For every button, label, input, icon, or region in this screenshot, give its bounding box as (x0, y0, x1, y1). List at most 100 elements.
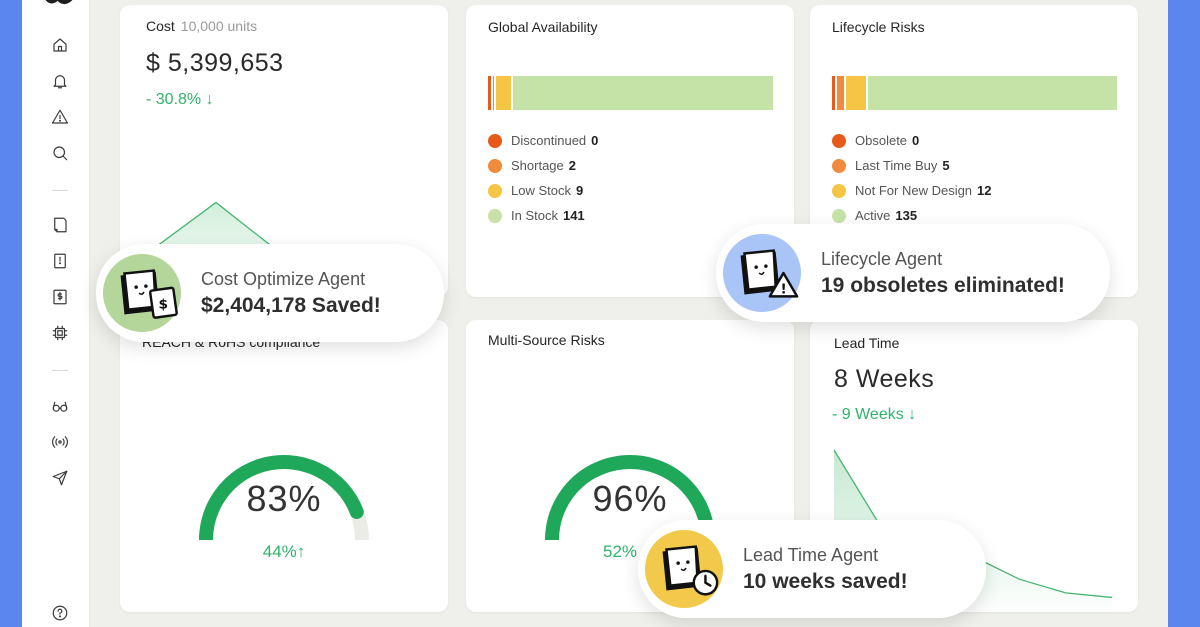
logo (45, 0, 73, 4)
lifecycle-bar-segment (867, 76, 1117, 110)
home-icon[interactable] (49, 34, 71, 56)
compliance-gauge-fill (199, 455, 364, 540)
global-legend-dot (488, 208, 502, 223)
lifecycle-agent-result: 19 obsoletes eliminated! (821, 273, 1065, 297)
sidebar (22, 0, 90, 627)
lifecycle-legend-item: Active 135 (832, 203, 992, 228)
leadtime-title: Lead Time (834, 335, 900, 351)
bell-icon[interactable] (49, 70, 71, 92)
multisource-title: Multi-Source Risks (488, 332, 605, 348)
robot-icon: $ (120, 269, 178, 319)
nav-divider (52, 190, 68, 191)
global-legend-label: Shortage (511, 158, 564, 173)
global-title: Global Availability (488, 19, 598, 35)
receipt-icon: $ (148, 286, 178, 319)
global-bar-segment (512, 76, 773, 110)
lifecycle-legend-item: Not For New Design 12 (832, 178, 992, 203)
lifecycle-legend-dot (832, 158, 846, 173)
global-bar-segment (496, 76, 513, 110)
global-legend-label: In Stock (511, 208, 558, 223)
cost-value: $ 5,399,653 (146, 49, 284, 77)
global-legend-count: 141 (562, 208, 585, 223)
svg-text:$: $ (159, 297, 169, 313)
lifecycle-legend-count: 12 (977, 183, 992, 198)
lifecycle-legend-count: 135 (895, 208, 918, 223)
multisource-sub: 52% (602, 542, 638, 561)
global-legend-item: Discontinued 0 (488, 128, 598, 153)
global-legend-dot (488, 183, 502, 198)
global-legend-label: Low Stock (511, 183, 571, 198)
global-legend: Discontinued 0 Shortage 2 Low Stock 9 In Stock… (488, 128, 598, 228)
lifecycle-legend-count: 0 (912, 133, 920, 148)
lifecycle-legend-label: Active (855, 208, 891, 223)
global-legend-item: Low Stock 9 (488, 178, 598, 203)
dollar-icon[interactable] (49, 286, 71, 308)
multisource-gauge (545, 455, 715, 540)
send-icon[interactable] (49, 467, 71, 489)
robot-icon: ! (740, 249, 799, 298)
global-legend-dot (488, 158, 502, 173)
search-icon[interactable] (49, 142, 71, 164)
leadtime-value: 8 Weeks (834, 365, 935, 393)
glasses-icon[interactable] (49, 395, 71, 417)
lifecycle-legend-label: Last Time Buy (855, 158, 938, 173)
cost-agent-pill[interactable]: $ Cost Optimize Agent $2,404,178 Saved! (96, 244, 444, 342)
lifecycle-legend-dot (832, 183, 846, 198)
lifecycle-agent-pill[interactable]: ! Lifecycle Agent 19 obsoletes eliminate… (716, 224, 1110, 322)
alert-book-icon[interactable] (49, 250, 71, 272)
multisource-value: 96% (592, 478, 668, 519)
robot-icon (662, 545, 719, 596)
leadtime-agent-name: Lead Time Agent (743, 544, 879, 565)
clock-icon (692, 569, 719, 596)
lifecycle-bar-segment (836, 76, 846, 110)
global-legend-item: In Stock 141 (488, 203, 598, 228)
global-legend-dot (488, 133, 502, 148)
global-legend-count: 0 (591, 133, 599, 148)
lifecycle-agent-avatar: ! (719, 230, 805, 316)
lifecycle-legend-label: Not For New Design (855, 183, 973, 198)
compliance-sub: 44%↑ (262, 542, 306, 561)
global-legend-item: Shortage 2 (488, 153, 598, 178)
leadtime-agent-result: 10 weeks saved! (743, 569, 908, 593)
lifecycle-risks-bar (832, 76, 1117, 110)
lifecycle-legend-label: Obsolete (855, 133, 908, 148)
leadtime-agent-pill[interactable]: Lead Time Agent 10 weeks saved! (638, 520, 986, 618)
lifecycle-agent-name: Lifecycle Agent (821, 248, 943, 269)
lifecycle-legend-dot (832, 208, 846, 223)
compliance-value: 83% (246, 478, 322, 519)
nav-divider (52, 370, 68, 371)
lifecycle-title: Lifecycle Risks (832, 19, 925, 35)
help-icon[interactable] (49, 602, 71, 624)
cost-agent-result: $2,404,178 Saved! (201, 293, 381, 317)
broadcast-icon[interactable] (49, 431, 71, 453)
warning-icon[interactable] (49, 106, 71, 128)
lifecycle-bar-segment (832, 76, 837, 110)
svg-text:!: ! (781, 281, 787, 297)
global-legend-label: Discontinued (511, 133, 587, 148)
lifecycle-legend: Obsolete 0 Last Time Buy 5 Not For New Desig… (832, 128, 992, 228)
global-legend-count: 2 (568, 158, 576, 173)
compliance-card[interactable]: REACH & RoHS compliance 83% 44%↑ (120, 320, 448, 612)
leadtime-agent-avatar (641, 526, 727, 612)
cost-title: Cost (146, 18, 175, 34)
global-legend-count: 9 (575, 183, 584, 198)
lifecycle-bar-segment (845, 76, 868, 110)
cost-agent-name: Cost Optimize Agent (201, 268, 366, 289)
cost-agent-avatar: $ (99, 250, 185, 336)
cost-delta: - 30.8% ↓ (146, 91, 214, 108)
lifecycle-legend-item: Last Time Buy 5 (832, 153, 992, 178)
dashboard-app: Cost 10,000 units $ 5,399,653 - 30.8% ↓ G… (22, 0, 1168, 627)
global-bar-segment (492, 76, 497, 110)
lifecycle-legend-dot (832, 133, 846, 148)
compliance-gauge (199, 455, 369, 540)
cost-units: 10,000 units (180, 18, 258, 34)
multisource-gauge-fill (545, 455, 715, 540)
warning-icon: ! (768, 271, 799, 298)
lifecycle-legend-item: Obsolete 0 (832, 128, 992, 153)
lifecycle-legend-count: 5 (942, 158, 950, 173)
chip-icon[interactable] (49, 322, 71, 344)
global-bar-segment (488, 76, 493, 110)
leadtime-delta: - 9 Weeks ↓ (832, 406, 917, 423)
document-icon[interactable] (49, 214, 71, 236)
global-availability-bar (488, 76, 773, 110)
